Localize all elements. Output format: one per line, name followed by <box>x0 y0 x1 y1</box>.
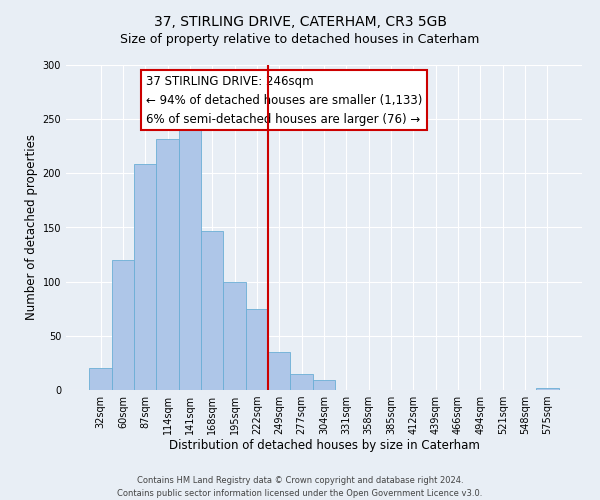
Bar <box>536 388 559 390</box>
Text: 37 STIRLING DRIVE: 246sqm
← 94% of detached houses are smaller (1,133)
6% of sem: 37 STIRLING DRIVE: 246sqm ← 94% of detac… <box>146 74 422 126</box>
X-axis label: Distribution of detached houses by size in Caterham: Distribution of detached houses by size … <box>169 438 479 452</box>
Bar <box>268 352 290 390</box>
Bar <box>223 282 246 390</box>
Bar <box>157 138 179 390</box>
Bar <box>89 368 112 390</box>
Y-axis label: Number of detached properties: Number of detached properties <box>25 134 38 320</box>
Bar <box>290 374 313 390</box>
Bar <box>179 119 201 390</box>
Bar <box>201 231 223 390</box>
Bar <box>313 380 335 390</box>
Text: Contains HM Land Registry data © Crown copyright and database right 2024.
Contai: Contains HM Land Registry data © Crown c… <box>118 476 482 498</box>
Text: Size of property relative to detached houses in Caterham: Size of property relative to detached ho… <box>121 32 479 46</box>
Bar <box>134 164 157 390</box>
Bar <box>112 260 134 390</box>
Bar <box>246 308 268 390</box>
Text: 37, STIRLING DRIVE, CATERHAM, CR3 5GB: 37, STIRLING DRIVE, CATERHAM, CR3 5GB <box>154 15 446 29</box>
